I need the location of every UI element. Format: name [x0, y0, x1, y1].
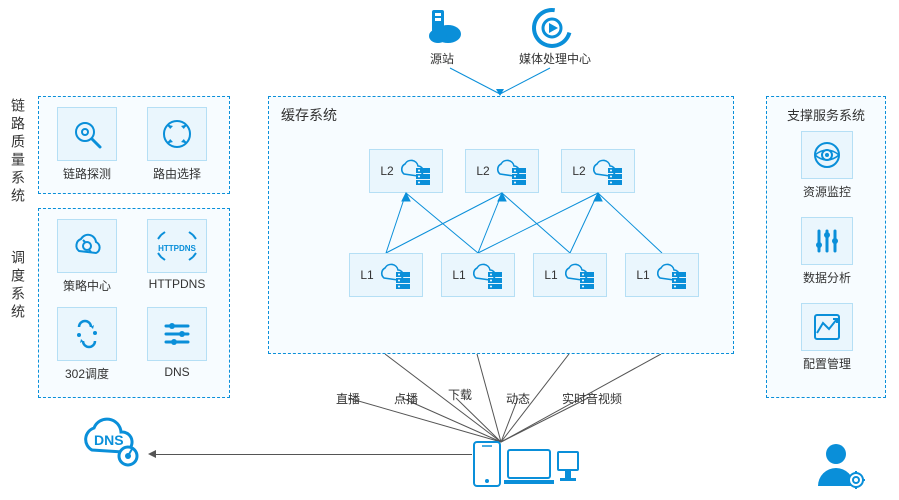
svc-dynamic: 动态 — [506, 390, 530, 407]
server-cloud-icon — [398, 156, 432, 186]
l1-label: L1 — [452, 268, 465, 282]
httpdns-icon: HTTPDNS — [157, 231, 197, 261]
strategy-label: 策略中心 — [47, 277, 127, 294]
link-probe-icon — [70, 117, 104, 151]
dns-box — [147, 307, 207, 361]
client-devices — [472, 440, 582, 493]
cache-l2-node: L2 — [369, 149, 443, 193]
analytics-box — [801, 217, 853, 265]
cache-l1-node: L1 — [533, 253, 607, 297]
scheduling-panel: 策略中心 HTTPDNS HTTPDNS 302调度 DNS — [38, 208, 230, 398]
dns-settings-icon — [160, 317, 194, 351]
origin-icon — [420, 8, 464, 51]
monitor-icon — [811, 139, 843, 171]
scheduling-label: 调度系统 — [8, 250, 28, 322]
monitor-label: 资源监控 — [767, 183, 887, 200]
cache-l2-node: L2 — [561, 149, 635, 193]
origin-label: 源站 — [410, 50, 474, 67]
cache-l1-node: L1 — [349, 253, 423, 297]
dns-label: DNS — [137, 365, 217, 379]
devices-icon — [472, 440, 582, 490]
svc-vod: 点播 — [394, 390, 418, 407]
cache-connections — [269, 97, 735, 355]
svc-download: 下载 — [448, 386, 472, 403]
strategy-box — [57, 219, 117, 273]
server-cloud-icon — [590, 156, 624, 186]
server-cloud-icon — [654, 260, 688, 290]
svg-text:HTTPDNS: HTTPDNS — [158, 244, 196, 253]
analytics-label: 数据分析 — [767, 269, 887, 286]
route-box — [147, 107, 207, 161]
s302-box — [57, 307, 117, 361]
device-to-dns-arrow — [156, 454, 472, 455]
server-cloud-icon — [494, 156, 528, 186]
dns-badge-text: DNS — [94, 432, 124, 448]
svc-live: 直播 — [336, 390, 360, 407]
s302-label: 302调度 — [47, 365, 127, 382]
dns-badge: DNS — [82, 414, 146, 473]
cache-l1-node: L1 — [441, 253, 515, 297]
l2-label: L2 — [380, 164, 393, 178]
support-title: 支撑服务系统 — [767, 97, 885, 128]
l1-label: L1 — [360, 268, 373, 282]
server-cloud-icon — [470, 260, 504, 290]
monitor-box — [801, 131, 853, 179]
config-label: 配置管理 — [767, 355, 887, 372]
l2-label: L2 — [476, 164, 489, 178]
analytics-icon — [811, 225, 843, 257]
l2-label: L2 — [572, 164, 585, 178]
media-center-icon — [530, 6, 574, 53]
httpdns-label: HTTPDNS — [137, 277, 217, 291]
link-quality-label: 链路质量系统 — [8, 98, 28, 206]
media-center-label: 媒体处理中心 — [510, 50, 600, 67]
device-to-dns-arrowhead — [148, 450, 156, 458]
cache-l1-node: L1 — [625, 253, 699, 297]
origin-to-cache-arrow — [440, 66, 560, 100]
l1-label: L1 — [544, 268, 557, 282]
httpdns-box: HTTPDNS — [147, 219, 207, 273]
user-icon — [814, 440, 866, 493]
config-icon — [811, 311, 843, 343]
svc-rtc: 实时音视频 — [562, 390, 622, 407]
probe-label: 链路探测 — [47, 165, 127, 182]
route-select-icon — [160, 117, 194, 151]
config-box — [801, 303, 853, 351]
server-cloud-icon — [562, 260, 596, 290]
strategy-icon — [69, 229, 105, 263]
link-quality-panel: 链路探测 路由选择 — [38, 96, 230, 194]
route-label: 路由选择 — [137, 165, 217, 182]
support-panel: 支撑服务系统 资源监控 数据分析 配置管理 — [766, 96, 886, 398]
s302-icon — [70, 317, 104, 351]
cache-title: 缓存系统 — [269, 97, 733, 129]
cache-panel: 缓存系统 L2 L2 L2 L1 L1 — [268, 96, 734, 354]
l1-label: L1 — [636, 268, 649, 282]
cache-l2-node: L2 — [465, 149, 539, 193]
probe-box — [57, 107, 117, 161]
server-cloud-icon — [378, 260, 412, 290]
